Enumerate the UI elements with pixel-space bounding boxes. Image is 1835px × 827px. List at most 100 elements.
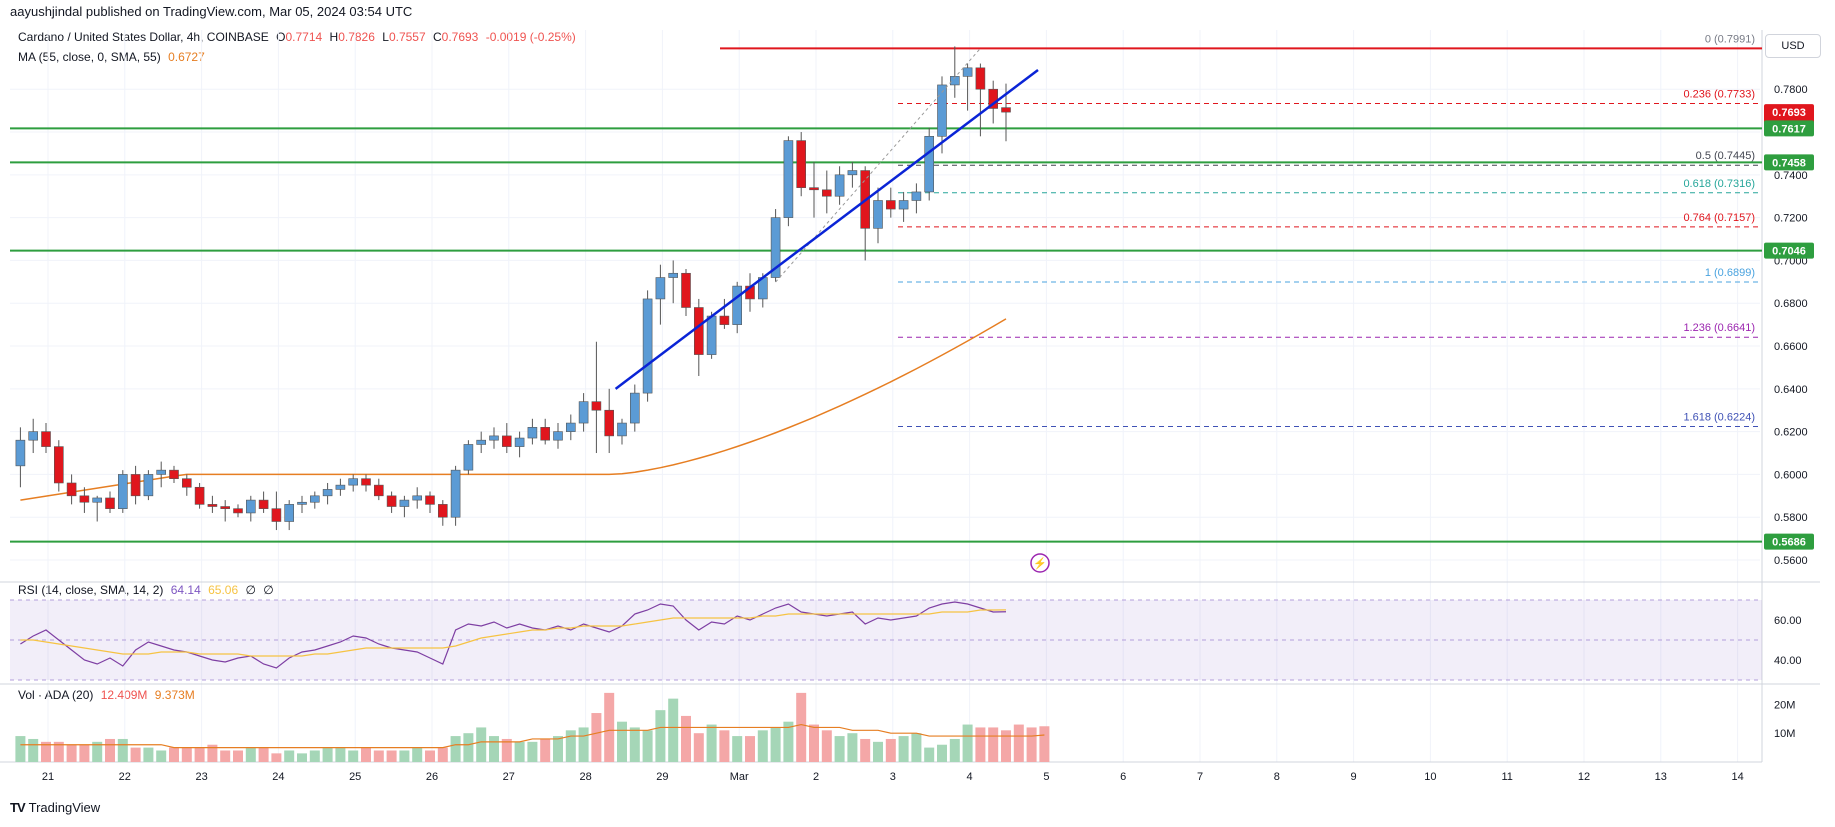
candle-body (1001, 107, 1011, 113)
chart-canvas[interactable]: 21 22 23 24 25 26 27 28 29 Mar 2 3 4 5 6 7 8 9 10 11 12 13 140… (0, 0, 1835, 790)
volume-bar (962, 724, 973, 762)
candle-body (258, 499, 269, 509)
candle-body (15, 439, 26, 467)
candle-body (604, 409, 615, 437)
volume-bar (706, 724, 717, 762)
open-label: O (276, 30, 286, 44)
x-tick-label: Mar (730, 771, 749, 783)
y-tick-label: 0.6400 (1774, 384, 1808, 396)
x-tick-label: 28 (579, 771, 591, 783)
candle-body (565, 422, 576, 432)
candle-body (809, 187, 819, 191)
volume-bar (937, 744, 947, 762)
x-tick-label: 26 (426, 771, 438, 783)
low-value: 0.7557 (388, 30, 426, 44)
volume-bar (92, 741, 103, 762)
candle-body (143, 474, 154, 497)
currency-button[interactable]: USD (1765, 34, 1821, 58)
volume-bar (117, 738, 128, 762)
volume-bar (105, 738, 115, 762)
candle-body (834, 174, 845, 197)
candle-body (66, 482, 77, 497)
rsi-band (10, 600, 1762, 680)
candle-body (169, 469, 179, 480)
candle-body (693, 307, 704, 355)
volume-value: 12.409M (100, 688, 148, 702)
candle-body (962, 67, 973, 77)
volume-bar (322, 747, 333, 762)
volume-legend: Vol · ADA (20) 12.409M 9.373M (18, 688, 199, 702)
x-tick-label: 29 (656, 771, 668, 783)
candle-body (399, 499, 410, 507)
x-tick-label: 11 (1501, 771, 1512, 783)
volume-bar (489, 736, 499, 762)
rsi-legend: RSI (14, close, SMA, 14, 2) 64.14 65.06 … (18, 583, 278, 597)
fib-level-label: 0.236 (0.7733) (1683, 89, 1755, 101)
candle-body (911, 191, 922, 201)
open-value: 0.7714 (285, 30, 323, 44)
volume-bar (693, 733, 704, 762)
candle-body (681, 272, 691, 308)
y-tick-label: 0.7200 (1774, 213, 1808, 225)
candle-body (182, 478, 192, 488)
candle-body (924, 136, 935, 193)
fib-level-label: 1 (0.6899) (1705, 267, 1755, 279)
candle-body (847, 170, 858, 176)
close-label: C (432, 30, 442, 44)
y-tick-label: 0.6600 (1774, 341, 1808, 353)
price-badge-text: 0.7046 (1772, 246, 1806, 258)
candle-body (527, 427, 538, 439)
candle-body (553, 431, 563, 441)
volume-bar (783, 721, 794, 762)
volume-bar (681, 715, 691, 762)
volume-bar (988, 727, 999, 762)
volume-bar (898, 736, 909, 762)
volume-bar (975, 727, 986, 762)
volume-bar (245, 747, 256, 762)
price-badge (1764, 533, 1814, 550)
volume-bar (450, 736, 461, 762)
price-badge-text: 0.7617 (1772, 123, 1806, 135)
volume-bar (924, 747, 935, 762)
volume-bar (194, 747, 205, 762)
volume-bar (79, 744, 90, 762)
candle-body (322, 489, 333, 497)
candle-body (655, 277, 666, 300)
rsi-ma-line (20, 609, 1007, 657)
volume-bar (770, 727, 781, 762)
volume-bar (207, 744, 218, 762)
candle-body (719, 315, 730, 325)
candle-body (220, 506, 230, 509)
x-tick-label: 12 (1578, 771, 1590, 783)
volume-tick-label: 20M (1774, 699, 1795, 711)
volume-bar (732, 736, 743, 762)
volume-bar (220, 750, 231, 762)
volume-bar (28, 738, 39, 762)
high-value: 0.7826 (338, 30, 375, 44)
candle-body (271, 508, 282, 522)
volume-bar (873, 741, 883, 762)
rsi-extra-2: ∅ (263, 583, 274, 597)
volume-bar (655, 710, 666, 762)
volume-bar (181, 747, 192, 762)
candle-body (796, 140, 807, 188)
x-tick-label: 2 (813, 771, 819, 783)
volume-bar (1039, 726, 1050, 762)
x-tick-label: 7 (1197, 771, 1203, 783)
volume-bar (53, 741, 64, 762)
volume-bar (553, 736, 563, 762)
volume-bar (233, 750, 243, 762)
volume-bar (361, 747, 371, 762)
volume-bar (284, 750, 295, 762)
price-badge (1764, 154, 1814, 171)
publisher-credit: aayushjindal published on TradingView.co… (10, 4, 413, 19)
fib-level-label: 0.5 (0.7445) (1696, 150, 1755, 162)
volume-tick-label: 10M (1774, 728, 1795, 740)
candle-body (540, 427, 551, 441)
volume-ma-value: 9.373M (154, 688, 195, 702)
candle-body (668, 272, 679, 278)
candle-body (386, 495, 397, 507)
rsi-value: 64.14 (170, 583, 201, 597)
candle-body (617, 422, 627, 437)
y-tick-label: 0.5600 (1774, 555, 1808, 567)
